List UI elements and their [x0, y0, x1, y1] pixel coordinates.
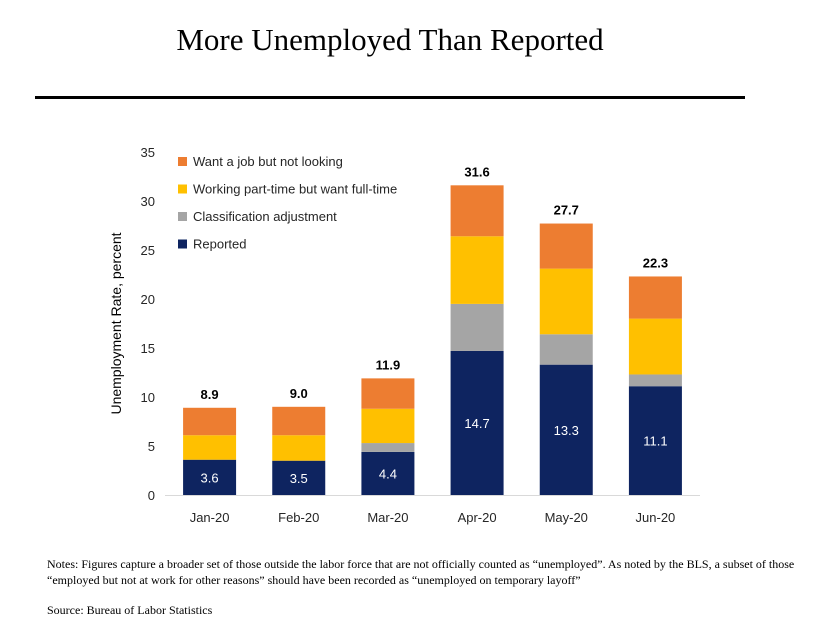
x-tick-label: May-20 — [545, 510, 588, 525]
legend-entry: Want a job but not looking — [193, 154, 343, 169]
y-tick-label: 10 — [141, 390, 155, 405]
reported-data-label: 3.6 — [201, 470, 219, 485]
x-tick-label: Mar-20 — [367, 510, 408, 525]
total-data-label: 8.9 — [201, 387, 219, 402]
legend-swatch — [178, 212, 187, 221]
y-tick-label: 5 — [148, 439, 155, 454]
reported-data-label: 13.3 — [554, 423, 579, 438]
y-tick-label: 30 — [141, 194, 155, 209]
bar-segment-want-a-job-but-not-looking — [628, 276, 682, 319]
bar-segment-want-a-job-but-not-looking — [361, 378, 415, 409]
bar-segment-want-a-job-but-not-looking — [450, 185, 504, 237]
stacked-bar-chart: 0 5 10 15 20 25 30 35 Unemployment Rate, percent… — [108, 145, 700, 525]
notes-text: Notes: Figures capture a broader set of … — [47, 557, 795, 587]
title-divider — [35, 96, 745, 99]
legend-swatch — [178, 157, 187, 166]
bar-segment-want-a-job-but-not-looking — [183, 407, 237, 436]
bar-segment-working-part-time-but-want-full-time — [628, 318, 682, 375]
total-data-label: 27.7 — [554, 203, 579, 218]
legend-swatch — [178, 239, 187, 249]
x-tick-label: Jan-20 — [190, 510, 230, 525]
bar-segment-classification-adjustment — [450, 303, 504, 351]
y-tick-label: 35 — [141, 145, 155, 160]
y-tick-label: 0 — [148, 488, 155, 503]
y-tick-label: 20 — [141, 292, 155, 307]
bar-segment-classification-adjustment — [628, 374, 682, 387]
legend-entry: Reported — [193, 237, 246, 252]
legend-swatch — [178, 184, 187, 194]
x-tick-label: Jun-20 — [636, 510, 676, 525]
bar-segment-want-a-job-but-not-looking — [539, 223, 593, 269]
x-tick-label: Feb-20 — [278, 510, 319, 525]
total-data-label: 11.9 — [376, 357, 401, 372]
total-data-label: 31.6 — [464, 164, 489, 179]
y-tick-label: 15 — [141, 341, 155, 356]
y-axis-label: Unemployment Rate, percent — [108, 232, 124, 414]
bar-segment-working-part-time-but-want-full-time — [183, 435, 237, 460]
y-tick-label: 25 — [141, 243, 155, 258]
bar-segment-classification-adjustment — [361, 443, 415, 452]
chart-title: More Unemployed Than Reported — [176, 22, 604, 57]
bar-segment-working-part-time-but-want-full-time — [450, 236, 504, 304]
bar-segment-working-part-time-but-want-full-time — [539, 268, 593, 335]
bar-segment-want-a-job-but-not-looking — [272, 406, 326, 436]
reported-data-label: 11.1 — [643, 434, 667, 449]
bar-segment-reported — [361, 451, 415, 495]
bar-segment-working-part-time-but-want-full-time — [361, 408, 415, 444]
reported-data-label: 3.5 — [290, 471, 308, 486]
x-tick-label: Apr-20 — [458, 510, 497, 525]
reported-data-label: 14.7 — [464, 416, 489, 431]
bar-segment-reported — [183, 459, 237, 495]
total-data-label: 22.3 — [643, 255, 668, 270]
bar-segment-reported — [628, 386, 682, 495]
bar-segment-reported — [272, 460, 326, 495]
legend-entry: Classification adjustment — [193, 209, 337, 224]
bar-segment-working-part-time-but-want-full-time — [272, 435, 326, 461]
legend-entry: Working part-time but want full-time — [193, 182, 397, 197]
reported-data-label: 4.4 — [379, 466, 397, 481]
bar-segment-reported — [539, 364, 593, 495]
bar-segment-classification-adjustment — [539, 334, 593, 365]
source-text: Source: Bureau of Labor Statistics — [47, 603, 213, 617]
total-data-label: 9.0 — [290, 386, 308, 401]
bar-segment-reported — [450, 350, 504, 495]
